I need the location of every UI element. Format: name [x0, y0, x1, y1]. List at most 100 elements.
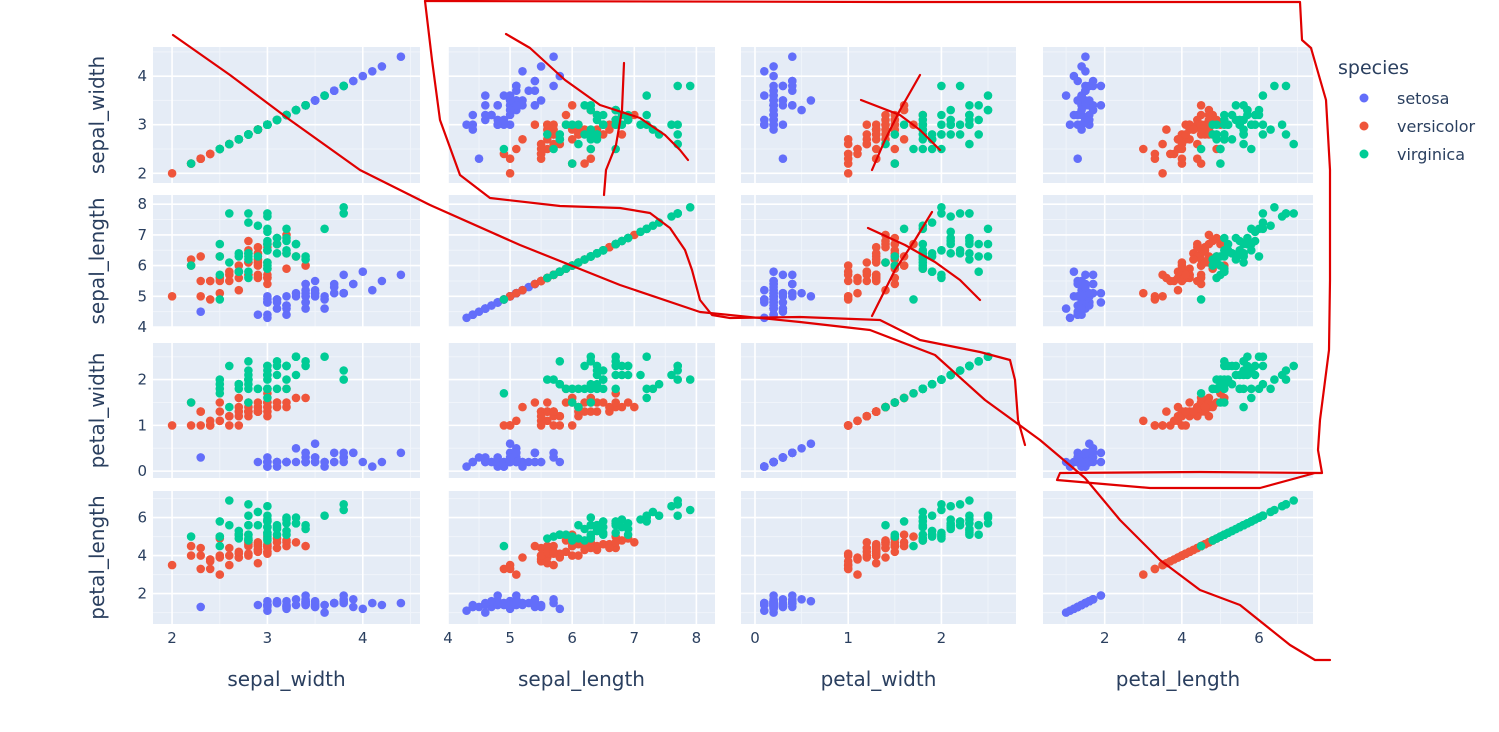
data-point-virginica	[598, 375, 608, 384]
data-point-versicolor	[853, 288, 862, 298]
data-point-virginica	[1243, 519, 1252, 528]
data-point-virginica	[937, 528, 946, 538]
data-point-setosa	[505, 457, 515, 467]
legend-item-versicolor[interactable]: versicolor	[1359, 117, 1476, 136]
data-point-setosa	[518, 101, 527, 110]
legend-item-virginica[interactable]: virginica	[1359, 145, 1466, 164]
data-point-setosa	[253, 457, 263, 467]
data-point-virginica	[937, 144, 946, 154]
data-point-virginica	[282, 515, 291, 524]
data-point-versicolor	[196, 564, 205, 574]
data-point-setosa	[474, 453, 484, 462]
x-tick-label: 2	[1100, 629, 1110, 647]
data-point-virginica	[580, 524, 589, 534]
data-point-setosa	[487, 457, 496, 467]
data-point-virginica	[648, 507, 658, 517]
data-point-virginica	[937, 246, 946, 255]
data-point-virginica	[215, 295, 225, 304]
data-point-setosa	[481, 608, 490, 617]
data-point-versicolor	[567, 421, 577, 430]
data-point-setosa	[505, 105, 515, 115]
data-point-virginica	[927, 267, 937, 277]
data-point-versicolor	[215, 398, 225, 407]
data-point-versicolor	[890, 246, 900, 255]
subplot-petal_length-vs-sepal_width	[153, 491, 420, 624]
subplot-petal_width-vs-petal_length	[1043, 343, 1313, 478]
data-point-versicolor	[234, 421, 244, 430]
annotation-stroke	[866, 226, 982, 302]
data-point-virginica	[642, 352, 651, 362]
data-point-virginica	[282, 224, 291, 234]
data-point-setosa	[339, 448, 349, 458]
data-point-setosa	[329, 598, 339, 608]
data-point-setosa	[1073, 154, 1082, 163]
data-point-virginica	[1208, 384, 1217, 394]
data-point-setosa	[760, 600, 769, 610]
data-point-setosa	[196, 307, 205, 317]
data-point-virginica	[955, 366, 965, 375]
data-point-setosa	[797, 595, 806, 604]
data-point-virginica	[673, 209, 682, 218]
data-point-setosa	[329, 86, 339, 95]
data-point-versicolor	[862, 258, 872, 267]
data-point-versicolor	[1158, 421, 1167, 430]
subplot-sepal_width-vs-petal_width	[741, 47, 1016, 183]
subplot-petal_length-vs-sepal_length	[447, 491, 715, 624]
data-point-setosa	[788, 52, 797, 61]
annotation-stroke	[870, 210, 934, 318]
data-point-versicolor	[244, 549, 253, 558]
data-point-virginica	[253, 507, 263, 517]
data-point-virginica	[1235, 249, 1244, 258]
data-point-virginica	[561, 384, 571, 394]
data-point-versicolor	[580, 159, 589, 168]
data-point-virginica	[617, 370, 627, 380]
data-point-versicolor	[555, 421, 565, 430]
data-point-virginica	[282, 361, 291, 371]
data-point-virginica	[244, 218, 253, 227]
data-point-versicolor	[1177, 159, 1187, 168]
data-point-setosa	[769, 600, 778, 610]
data-point-versicolor	[543, 407, 552, 416]
data-point-versicolor	[263, 270, 272, 280]
data-point-setosa	[310, 292, 320, 301]
data-point-setosa	[481, 600, 490, 610]
data-point-versicolor	[530, 398, 540, 407]
data-point-setosa	[468, 120, 478, 129]
data-point-virginica	[244, 500, 253, 509]
data-point-virginica	[965, 255, 974, 264]
data-point-versicolor	[555, 411, 565, 421]
data-point-virginica	[272, 370, 282, 380]
data-point-setosa	[493, 453, 503, 462]
data-point-versicolor	[225, 267, 234, 277]
data-point-virginica	[881, 520, 890, 530]
legend-item-setosa[interactable]: setosa	[1359, 89, 1450, 108]
data-point-virginica	[263, 530, 272, 539]
data-point-setosa	[320, 304, 329, 313]
data-point-setosa	[769, 71, 778, 81]
data-point-virginica	[1239, 366, 1248, 375]
data-point-virginica	[263, 393, 272, 403]
data-point-versicolor	[598, 130, 608, 139]
data-point-versicolor	[881, 553, 890, 562]
data-point-virginica	[937, 110, 946, 120]
data-point-virginica	[272, 361, 282, 371]
data-point-virginica	[574, 120, 583, 129]
data-point-setosa	[778, 292, 788, 301]
data-point-versicolor	[167, 169, 177, 178]
data-point-setosa	[196, 453, 205, 462]
data-point-setosa	[301, 279, 310, 289]
data-point-versicolor	[512, 144, 521, 154]
data-point-virginica	[1289, 361, 1298, 371]
y-axis-title: petal_width	[85, 353, 109, 469]
data-point-versicolor	[215, 288, 225, 298]
data-point-virginica	[272, 384, 282, 394]
data-point-virginica	[291, 105, 301, 115]
data-point-virginica	[244, 520, 253, 530]
data-point-setosa	[487, 110, 496, 120]
data-point-versicolor	[843, 261, 853, 270]
data-point-setosa	[788, 598, 797, 608]
data-point-virginica	[499, 389, 509, 398]
data-point-setosa	[797, 444, 806, 453]
axis-ticks: 2 3 4 4 5 6 7 8 0 1 2 2 4 6 2 3 4 4 5 6 7 8 0 1 2 2 4 6	[137, 67, 1263, 647]
data-point-setosa	[349, 76, 358, 86]
